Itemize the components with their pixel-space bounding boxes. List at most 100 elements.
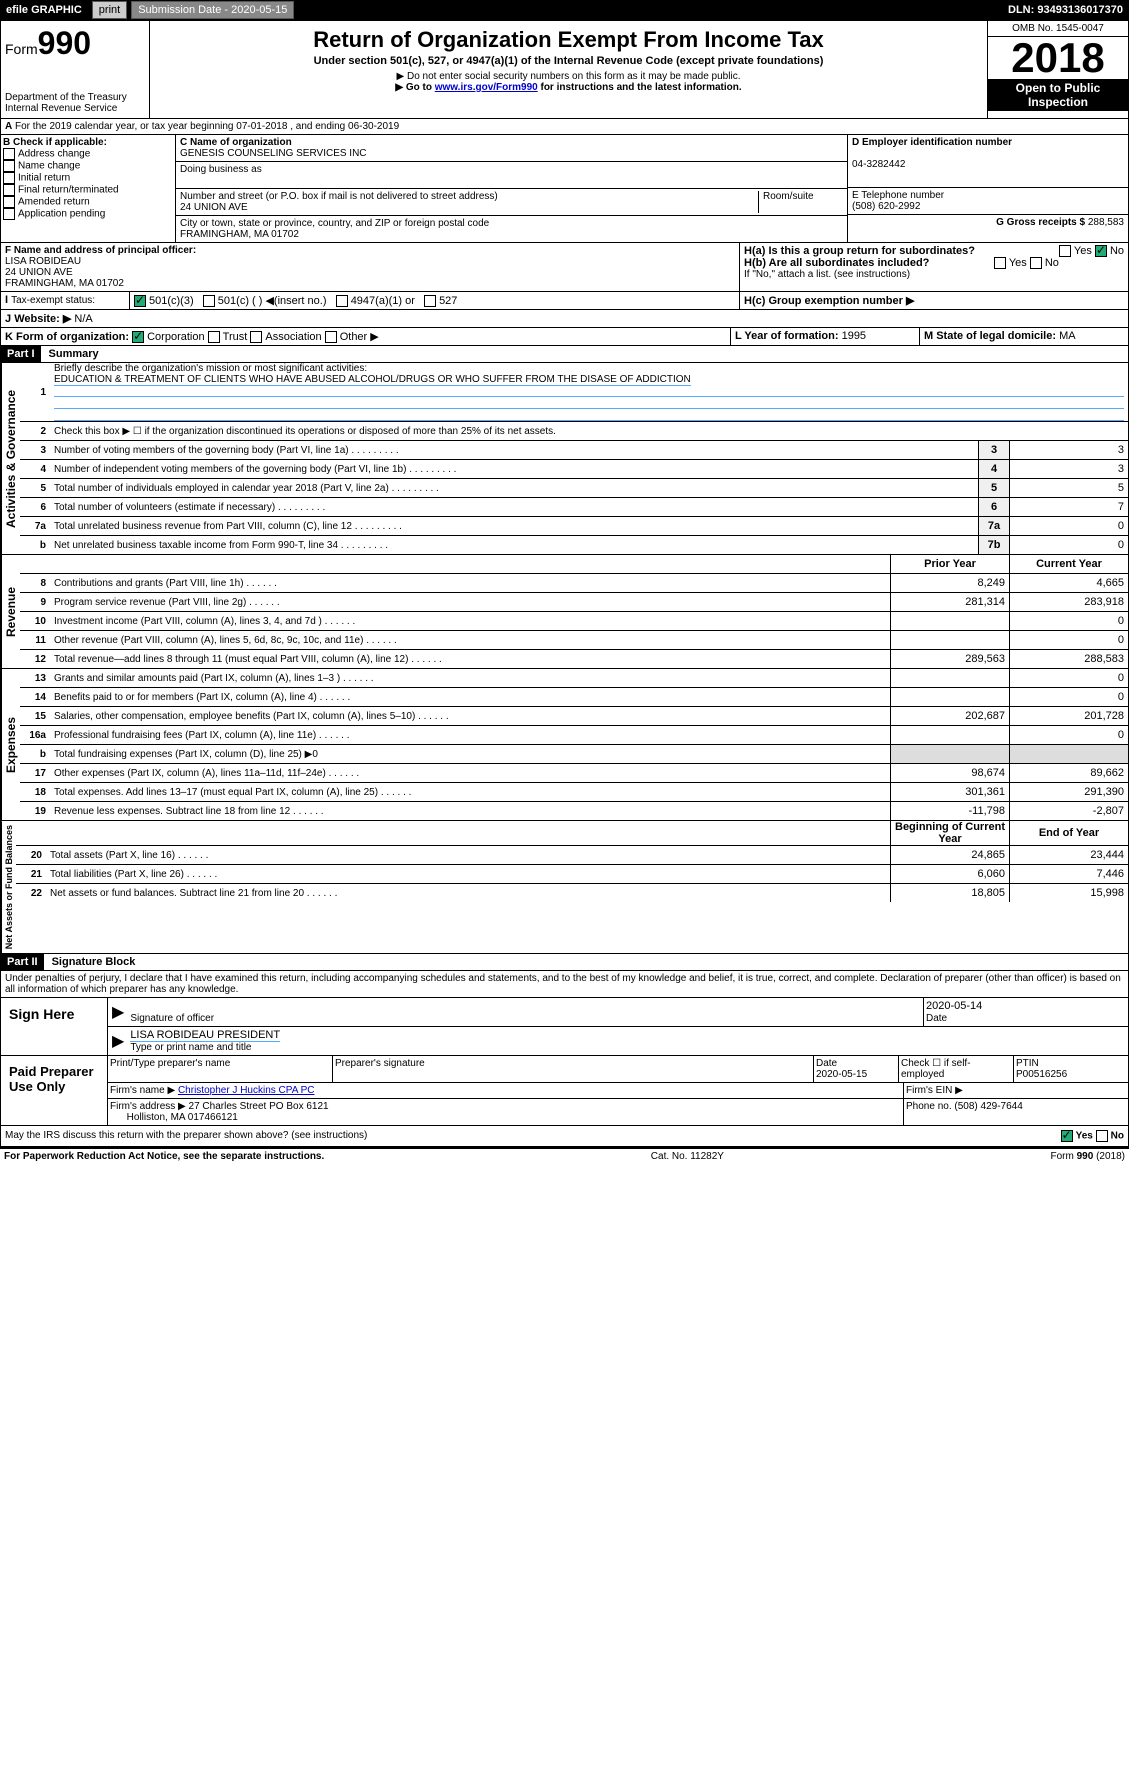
c-name-label: C Name of organization [180,137,292,148]
line2-text: Check this box ▶ ☐ if the organization d… [50,426,1128,437]
firm-phone: (508) 429-7644 [954,1101,1022,1112]
form-title: Return of Organization Exempt From Incom… [154,27,983,53]
b-header: B Check if applicable: [3,137,107,148]
discuss-yes[interactable] [1061,1130,1073,1142]
dln-label: DLN: 93493136017370 [1002,2,1129,18]
firm-address: 27 Charles Street PO Box 6121 [189,1101,329,1112]
top-bar: efile GRAPHIC print Submission Date - 20… [0,0,1129,20]
h-a: H(a) Is this a group return for subordin… [744,245,1124,257]
checkbox-address-change[interactable] [3,148,15,160]
ein-value: 04-3282442 [852,159,905,170]
print-button[interactable]: print [92,1,127,19]
col-end: End of Year [1009,821,1128,845]
hb-yes[interactable] [994,257,1006,269]
gross-receipts: 288,583 [1088,217,1124,228]
mission-text: EDUCATION & TREATMENT OF CLIENTS WHO HAV… [54,374,691,386]
submission-date: Submission Date - 2020-05-15 [131,1,294,19]
phone-label: E Telephone number [852,190,944,201]
checkbox-app-pending[interactable] [3,208,15,220]
tax-exempt-label: Tax-exempt status: [11,295,95,306]
line-a: A For the 2019 calendar year, or tax yea… [0,119,1129,135]
cb-527[interactable] [424,295,436,307]
gross-label: G Gross receipts $ [996,217,1085,228]
cb-trust[interactable] [208,331,220,343]
efile-label: efile GRAPHIC [0,2,88,18]
dba-label: Doing business as [180,164,262,175]
cb-4947[interactable] [336,295,348,307]
col-current: Current Year [1009,555,1128,573]
cb-501c3[interactable] [134,295,146,307]
ptin-value: P00516256 [1016,1069,1067,1080]
checkbox-initial-return[interactable] [3,172,15,184]
cb-other[interactable] [325,331,337,343]
city-label: City or town, state or province, country… [180,218,489,229]
section-b-f: B Check if applicable: Address change Na… [0,135,1129,243]
checkbox-final-return[interactable] [3,184,15,196]
cat-number: Cat. No. 11282Y [651,1151,724,1162]
website-label: Website: ▶ [14,313,71,325]
part1-bar: Part I [1,346,41,362]
firm-city: Holliston, MA 017466121 [127,1112,238,1123]
form-subtitle: Under section 501(c), 527, or 4947(a)(1)… [154,55,983,67]
firm-name-link[interactable]: Christopher J Huckins CPA PC [178,1085,315,1096]
ein-label: D Employer identification number [852,137,1012,148]
l-label: L Year of formation: [735,330,839,342]
col-prior: Prior Year [890,555,1009,573]
org-name: GENESIS COUNSELING SERVICES INC [180,148,367,159]
m-label: M State of legal domicile: [924,330,1056,342]
perjury-declaration: Under penalties of perjury, I declare th… [0,971,1129,998]
officer-name: LISA ROBIDEAU [5,256,81,267]
cb-assoc[interactable] [250,331,262,343]
checkbox-name-change[interactable] [3,160,15,172]
part2-title: Signature Block [44,956,136,968]
pra-notice: For Paperwork Reduction Act Notice, see … [4,1151,324,1162]
dept-treasury: Department of the Treasury Internal Reve… [5,92,145,114]
open-public: Open to Public Inspection [988,79,1128,111]
side-expenses: Expenses [1,669,20,820]
phone-value: (508) 620-2992 [852,201,920,212]
prep-sig-label: Preparer's signature [333,1056,814,1082]
hb-no[interactable] [1030,257,1042,269]
checkbox-amended[interactable] [3,196,15,208]
firm-ein: Firm's EIN ▶ [904,1083,1128,1098]
street-address: 24 UNION AVE [180,202,248,213]
cb-corp[interactable] [132,331,144,343]
part1-title: Summary [41,348,99,360]
discuss-no[interactable] [1096,1130,1108,1142]
note-goto: ▶ Go to www.irs.gov/Form990 for instruct… [154,82,983,93]
prep-date: 2020-05-15 [816,1069,867,1080]
ha-yes[interactable] [1059,245,1071,257]
paid-preparer-label: Paid Preparer Use Only [1,1056,108,1125]
year-formation: 1995 [842,330,866,342]
side-revenue: Revenue [1,555,20,668]
col-beginning: Beginning of Current Year [890,821,1009,845]
self-employed-check: Check ☐ if self-employed [899,1056,1014,1082]
form-footer: Form 990 (2018) [1051,1151,1125,1162]
part2-bar: Part II [1,954,44,970]
sign-here-label: Sign Here [1,998,108,1055]
h-b: H(b) Are all subordinates included? Yes … [744,257,1124,269]
website-value: N/A [74,313,92,325]
f-label: F Name and address of principal officer: [5,245,196,256]
irs-link[interactable]: www.irs.gov/Form990 [435,82,538,93]
cb-501c[interactable] [203,295,215,307]
addr-label: Number and street (or P.O. box if mail i… [180,191,498,202]
sign-date: 2020-05-14 [926,1000,982,1012]
room-suite-label: Room/suite [758,191,843,213]
form-header: Form990 Department of the Treasury Inter… [0,20,1129,119]
officer-printed-name: LISA ROBIDEAU PRESIDENT [130,1029,280,1042]
discuss-preparer: May the IRS discuss this return with the… [5,1130,1061,1142]
note-ssn: ▶ Do not enter social security numbers o… [154,71,983,82]
tax-year: 2018 [988,37,1128,79]
side-netassets: Net Assets or Fund Balances [1,821,16,953]
form-number: Form990 [5,25,145,62]
h-c: H(c) Group exemption number ▶ [740,292,1128,309]
officer-city: FRAMINGHAM, MA 01702 [5,278,124,289]
side-governance: Activities & Governance [1,363,20,554]
sig-officer-label: Signature of officer [130,1013,214,1024]
h-b2: If "No," attach a list. (see instruction… [744,269,1124,280]
ha-no[interactable] [1095,245,1107,257]
state-domicile: MA [1059,330,1076,342]
officer-addr: 24 UNION AVE [5,267,73,278]
k-label: K Form of organization: [5,331,129,343]
